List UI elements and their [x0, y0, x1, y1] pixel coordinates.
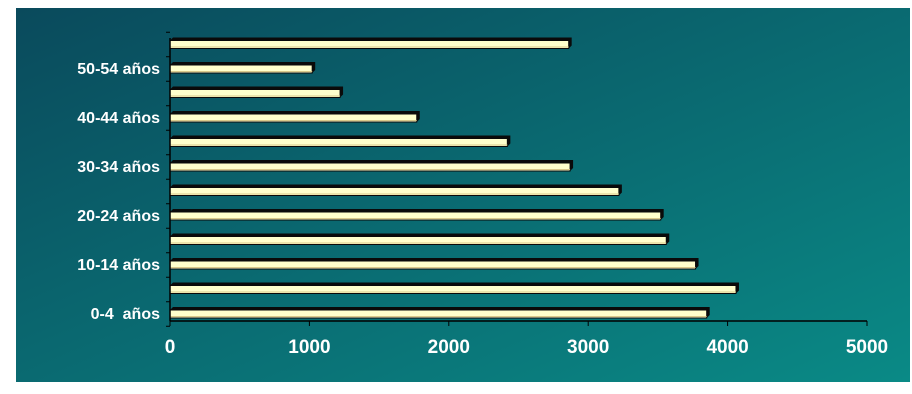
x-tick-label: 1000: [288, 337, 330, 358]
y-tick-label: 10-14 años: [77, 257, 160, 274]
y-tick-label: 30-34 años: [77, 159, 160, 176]
bar: [169, 209, 664, 221]
x-tick-label: 0: [165, 337, 176, 358]
bar: [169, 184, 622, 196]
bar: [169, 62, 316, 74]
x-tick-label: 3000: [567, 337, 609, 358]
bar: [169, 37, 572, 49]
y-tick-label: 20-24 años: [77, 208, 160, 225]
x-tick-label: 5000: [846, 337, 888, 358]
bar: [169, 160, 574, 172]
chart-panel: 0 1000 2000 3000 4000 5000 0-4 años 10-14 años 2…: [16, 8, 910, 382]
bar: [169, 233, 670, 245]
bar: [169, 135, 511, 147]
y-tick-label: 0-4 años: [91, 306, 160, 323]
bar: [169, 86, 344, 98]
y-tick-label: 50-54 años: [77, 61, 160, 78]
y-tick-label: 40-44 años: [77, 110, 160, 127]
bar: [169, 258, 699, 270]
bar: [169, 111, 420, 123]
bar: [169, 307, 710, 319]
labels-layer: 0 1000 2000 3000 4000 5000 0-4 años 10-14 años 2…: [77, 61, 888, 358]
bars-layer: [169, 37, 739, 319]
bar-chart: 0 1000 2000 3000 4000 5000 0-4 años 10-14 años 2…: [16, 8, 910, 382]
bar: [169, 282, 739, 294]
x-tick-label: 4000: [706, 337, 748, 358]
x-tick-label: 2000: [428, 337, 470, 358]
axis-layer: [166, 31, 868, 327]
